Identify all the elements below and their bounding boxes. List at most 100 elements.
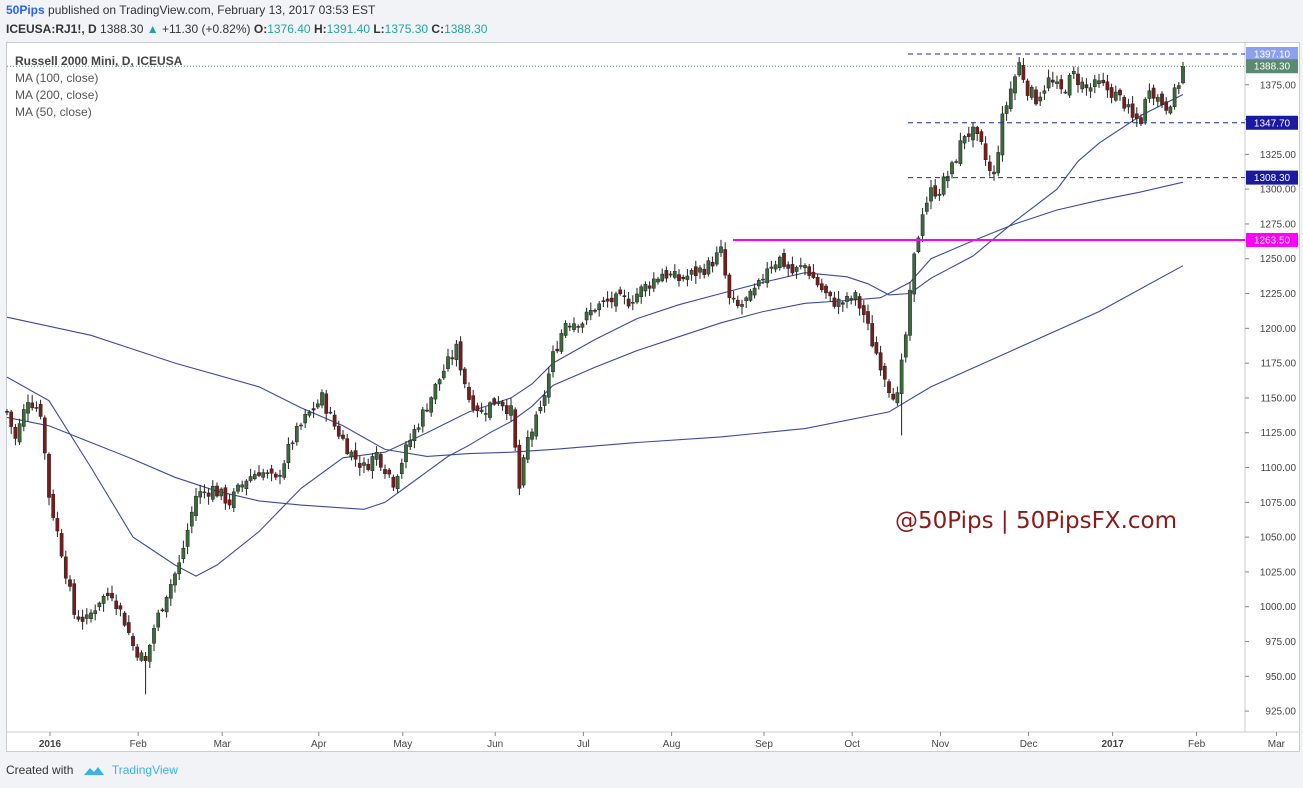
candle-body[interactable] <box>72 583 77 615</box>
candle-body[interactable] <box>1038 96 1043 102</box>
candle-body[interactable] <box>740 304 744 307</box>
candle-body[interactable] <box>937 193 942 196</box>
candle-body[interactable] <box>1029 86 1034 98</box>
candle-body[interactable] <box>1101 80 1106 84</box>
candle-body[interactable] <box>752 287 757 296</box>
candle-body[interactable] <box>194 495 198 516</box>
candle-body[interactable] <box>584 311 589 321</box>
candle-body[interactable] <box>290 442 295 445</box>
candle-body[interactable] <box>496 401 501 404</box>
candle-body[interactable] <box>601 300 606 302</box>
candle-body[interactable] <box>643 283 648 292</box>
candle-body[interactable] <box>551 351 555 373</box>
candle-body[interactable] <box>236 484 240 492</box>
candle-body[interactable] <box>849 298 854 301</box>
candle-body[interactable] <box>1134 113 1139 120</box>
candle-body[interactable] <box>714 252 719 265</box>
candle-body[interactable] <box>467 387 471 400</box>
tradingview-link[interactable]: TradingView <box>111 763 178 777</box>
candle-body[interactable] <box>685 275 690 280</box>
candle-body[interactable] <box>282 463 287 478</box>
candle-body[interactable] <box>546 373 551 398</box>
candle-body[interactable] <box>345 438 350 454</box>
candle-body[interactable] <box>1176 85 1181 89</box>
candle-body[interactable] <box>979 131 984 142</box>
candle-body[interactable] <box>488 402 492 418</box>
candle-body[interactable] <box>878 352 883 371</box>
candle-body[interactable] <box>286 444 291 463</box>
candle-body[interactable] <box>798 265 803 267</box>
candle-body[interactable] <box>450 357 455 360</box>
candle-body[interactable] <box>164 596 169 613</box>
legend-ma-100[interactable]: MA (100, close) <box>15 71 99 85</box>
candle-body[interactable] <box>1109 87 1114 98</box>
candle-body[interactable] <box>357 463 362 468</box>
candle-body[interactable] <box>803 265 807 269</box>
legend-ma-200[interactable]: MA (200, close) <box>15 88 99 102</box>
candle-body[interactable] <box>559 333 564 352</box>
candle-body[interactable] <box>89 612 93 619</box>
candle-body[interactable] <box>328 411 333 414</box>
candle-body[interactable] <box>252 474 257 480</box>
candle-body[interactable] <box>954 161 959 163</box>
candle-body[interactable] <box>47 453 51 498</box>
candle-body[interactable] <box>1080 81 1085 90</box>
candle-body[interactable] <box>454 343 459 360</box>
candle-body[interactable] <box>374 452 379 460</box>
candle-body[interactable] <box>68 579 72 587</box>
candle-body[interactable] <box>1105 81 1110 91</box>
candle-body[interactable] <box>370 456 375 471</box>
candle-body[interactable] <box>383 469 387 474</box>
candle-body[interactable] <box>299 424 303 427</box>
candle-body[interactable] <box>101 596 106 604</box>
candle-body[interactable] <box>9 411 14 427</box>
candle-body[interactable] <box>702 268 707 275</box>
candle-body[interactable] <box>1042 90 1047 94</box>
candle-body[interactable] <box>908 289 912 336</box>
candle-body[interactable] <box>824 285 828 294</box>
candle-body[interactable] <box>294 426 299 443</box>
candle-body[interactable] <box>618 289 623 295</box>
candle-body[interactable] <box>677 274 681 282</box>
candle-body[interactable] <box>1076 73 1080 86</box>
candle-body[interactable] <box>429 397 434 413</box>
candle-body[interactable] <box>819 283 824 290</box>
candle-body[interactable] <box>504 405 509 415</box>
candle-body[interactable] <box>51 493 56 518</box>
candle-body[interactable] <box>1122 97 1127 109</box>
candle-body[interactable] <box>1000 113 1005 156</box>
candle-body[interactable] <box>870 323 875 347</box>
candle-body[interactable] <box>509 405 513 416</box>
candle-body[interactable] <box>1168 106 1173 114</box>
candle-body[interactable] <box>1164 101 1169 111</box>
candle-body[interactable] <box>962 136 967 144</box>
candle-body[interactable] <box>987 161 992 171</box>
candle-body[interactable] <box>492 398 497 405</box>
candle-body[interactable] <box>1160 93 1164 105</box>
candle-body[interactable] <box>265 472 270 474</box>
candle-body[interactable] <box>114 600 119 609</box>
candle-body[interactable] <box>887 381 891 394</box>
candle-body[interactable] <box>761 278 765 281</box>
candle-body[interactable] <box>588 310 593 316</box>
candle-body[interactable] <box>731 297 736 300</box>
candle-body[interactable] <box>420 409 425 427</box>
candle-body[interactable] <box>861 305 866 315</box>
candle-body[interactable] <box>992 171 996 175</box>
candle-body[interactable] <box>332 414 337 427</box>
candle-body[interactable] <box>971 126 975 141</box>
candle-body[interactable] <box>912 253 917 295</box>
candle-body[interactable] <box>698 267 702 273</box>
tradingview-logo-icon[interactable] <box>83 765 105 777</box>
candle-body[interactable] <box>1059 79 1064 90</box>
candle-body[interactable] <box>110 593 114 599</box>
candle-body[interactable] <box>1130 103 1135 118</box>
candle-body[interactable] <box>147 645 152 662</box>
candle-body[interactable] <box>924 202 929 212</box>
candle-body[interactable] <box>727 274 732 298</box>
candle-body[interactable] <box>215 485 219 497</box>
candle-body[interactable] <box>135 646 140 658</box>
candle-body[interactable] <box>882 365 887 380</box>
candle-body[interactable] <box>748 290 753 301</box>
candle-body[interactable] <box>538 407 543 412</box>
